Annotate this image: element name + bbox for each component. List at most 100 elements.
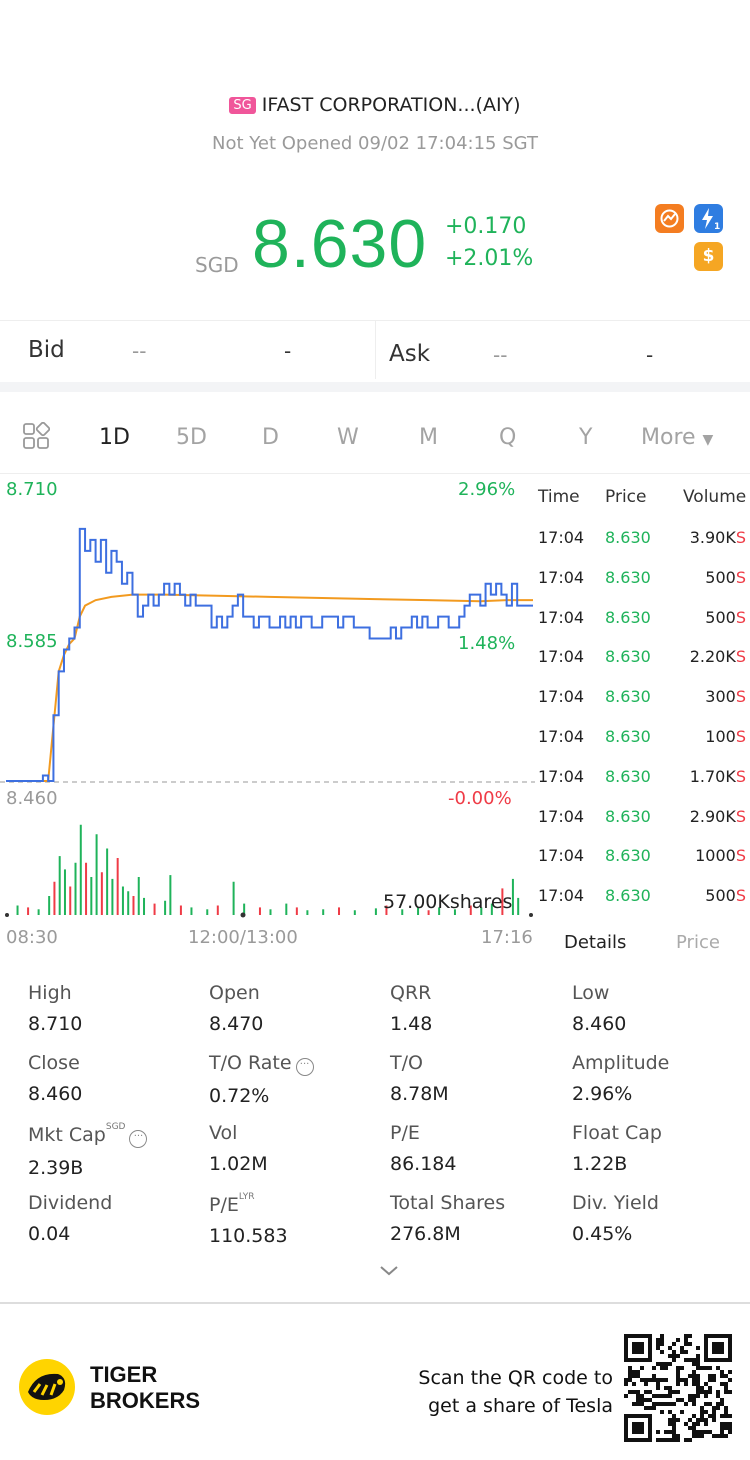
tick-volume-value: 500 [705,886,736,906]
info-icon[interactable]: ··· [295,1058,314,1076]
grid-layout-icon[interactable] [22,421,51,454]
volume-bar [53,881,56,915]
tick-row: 17:04 8.630 500S [535,886,750,926]
stat-item: Open 8.470 [209,982,389,1035]
tick-side: S [735,607,746,627]
volume-bar [121,886,124,915]
volume-bar [100,872,103,915]
volume-bar [480,907,483,915]
volume-bar [258,907,261,915]
header-time: Time [538,487,580,507]
volume-bar [427,910,430,915]
tick-row: 17:04 8.630 300S [535,687,750,727]
stat-label: Low [572,982,610,1004]
dollar-icon[interactable]: $ [694,242,723,271]
x-label-end: 17:16 [481,927,533,948]
volume-bar [243,903,246,915]
volume-bar [153,903,156,915]
stat-item: Dividend 0.04 [28,1192,208,1245]
tick-volume-value: 1.70K [689,766,736,786]
svg-text:1: 1 [714,222,720,232]
bid-label: Bid [28,337,65,363]
tick-time: 17:04 [538,687,585,707]
tab-1d[interactable]: 1D [99,425,130,450]
tick-time: 17:04 [538,528,585,547]
stat-item: High 8.710 [28,982,208,1035]
axis-dot-start [5,913,9,917]
stat-value: 110.583 [209,1225,288,1247]
stat-item: Mkt CapSGD··· 2.39B [28,1122,208,1179]
header-price: Price [605,487,647,507]
volume-bar [85,862,88,915]
tab-d[interactable]: D [262,425,279,450]
stat-label: High [28,982,72,1004]
tick-side: S [735,647,746,667]
tick-price: 8.630 [605,687,651,707]
volume-bar [269,909,272,915]
stat-value: 0.04 [28,1223,71,1245]
stat-value: 1.02M [209,1153,268,1175]
tab-m[interactable]: M [419,425,438,450]
volume-bar [63,869,66,915]
stock-title[interactable]: SG IFAST CORPORATION...(AIY) [0,94,750,116]
stat-item: Total Shares 276.8M [390,1192,570,1245]
tick-price: 8.630 [605,567,651,587]
cta-line-2: get a share of Tesla [428,1395,613,1417]
tick-volume: 3.90KS [690,528,746,547]
expand-chevron-icon[interactable] [378,1263,400,1282]
intraday-chart[interactable]: 8.710 2.96% 8.585 1.48% 8.460 -0.00% 57.… [0,474,535,948]
tick-price: 8.630 [605,806,651,826]
stat-item: QRR 1.48 [390,982,570,1035]
volume-bar [374,908,377,915]
volume-bar [385,905,388,915]
x-label-start: 08:30 [6,927,58,948]
stat-label: Total Shares [390,1192,506,1214]
stat-value: 0.72% [209,1085,270,1107]
axis-dot-end [529,913,533,917]
chart-alert-icon[interactable] [655,204,684,233]
tab-price-distribution[interactable]: Price [676,932,720,953]
volume-bar [95,834,98,915]
tick-volume: 2.20KS [690,647,746,666]
header-volume: Volume [683,487,747,507]
tab-y[interactable]: Y [579,425,593,450]
tick-volume: 1.70KS [690,767,746,786]
volume-bar [353,910,356,915]
tab-q[interactable]: Q [499,425,517,450]
stat-item: Div. Yield 0.45% [572,1192,750,1245]
tick-row: 17:04 8.630 1000S [535,846,750,886]
tab-w[interactable]: W [337,425,359,450]
bid-ask-divider [375,321,376,379]
qr-cta: Scan the QR code to get a share of Tesla [418,1364,613,1420]
cta-line-1: Scan the QR code to [418,1367,613,1389]
volume-bar [164,900,167,915]
tick-side: S [735,846,746,866]
qr-code[interactable] [624,1334,732,1446]
info-icon[interactable]: ··· [129,1130,148,1148]
axis-dot-mid [240,912,246,918]
tab-5d[interactable]: 5D [176,425,207,450]
lightning-level1-icon[interactable]: 1 [694,204,723,233]
stat-value: 2.96% [572,1083,633,1105]
volume-bar [453,909,456,915]
tick-volume: 500S [705,886,746,905]
tick-price: 8.630 [605,528,651,547]
y-label-high-pct: 2.96% [458,479,516,500]
volume-bar [322,909,325,915]
stat-label: Open [209,982,260,1004]
volume-bar [106,848,109,915]
tick-side: S [735,567,746,587]
volume-bar [58,856,61,915]
stat-item: P/ELYR 110.583 [209,1192,389,1247]
stat-value: 276.8M [390,1223,461,1245]
tick-time: 17:04 [538,766,585,786]
tick-price: 8.630 [605,647,651,667]
y-label-mid: 8.585 [6,631,58,652]
tick-side: S [735,687,746,707]
tab-details[interactable]: Details [564,932,627,953]
brand-line-2: BROKERS [90,1388,201,1413]
tab-more[interactable]: More ▼ [641,425,713,450]
time-and-sales[interactable]: Time Price Volume 17:04 8.630 3.90KS 17:04 8… [535,474,750,924]
stat-label: Amplitude [572,1052,670,1074]
bid-size: - [284,339,292,363]
